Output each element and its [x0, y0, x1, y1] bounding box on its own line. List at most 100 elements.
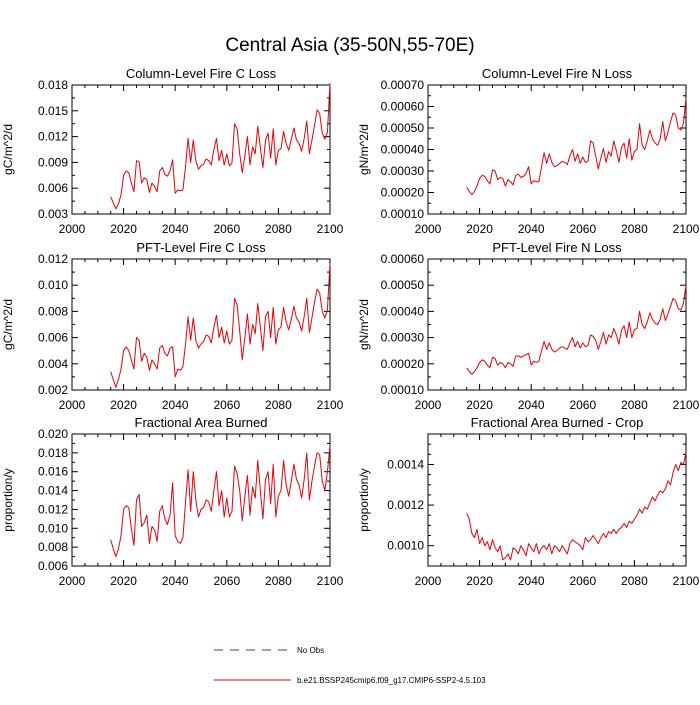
y-tick-label: 0.0010 [387, 539, 424, 553]
x-tick-label: 2060 [213, 574, 240, 588]
y-axis-label: proportion/y [357, 468, 371, 531]
y-tick-label: 0.00050 [381, 121, 425, 135]
x-tick-label: 2040 [518, 398, 545, 412]
x-tick-label: 2000 [415, 222, 442, 236]
y-tick-label: 0.0014 [387, 457, 424, 471]
x-tick-label: 2000 [59, 574, 86, 588]
y-tick-label: 0.010 [38, 278, 68, 292]
x-tick-label: 2060 [213, 222, 240, 236]
y-tick-label: 0.014 [38, 484, 68, 498]
y-axis-label: gN/m^2/d [357, 299, 371, 350]
x-tick-label: 2000 [59, 222, 86, 236]
y-tick-label: 0.016 [38, 465, 68, 479]
panel-title: Column-Level Fire N Loss [482, 66, 633, 81]
y-tick-label: 0.004 [38, 357, 68, 371]
series-line [466, 285, 687, 375]
y-tick-label: 0.012 [38, 130, 68, 144]
x-tick-label: 2060 [569, 222, 596, 236]
x-tick-label: 2080 [621, 398, 648, 412]
legend: No Obs b.e21.BSSP245cmip6.f09_g17.CMIP6-… [214, 646, 486, 685]
x-tick-label: 2100 [673, 574, 700, 588]
y-axis-label: gN/m^2/d [357, 124, 371, 175]
y-tick-label: 0.006 [38, 559, 68, 573]
x-tick-label: 2060 [569, 398, 596, 412]
y-tick-label: 0.002 [38, 383, 68, 397]
y-tick-label: 0.00010 [381, 383, 425, 397]
y-tick-label: 0.00030 [381, 331, 425, 345]
y-tick-label: 0.009 [38, 155, 68, 169]
x-tick-label: 2100 [673, 398, 700, 412]
x-tick-label: 2020 [110, 398, 137, 412]
chart-panel: PFT-Level Fire C Loss gC/m^2/d 2000 2020 204… [1, 240, 344, 412]
x-tick-label: 2040 [518, 222, 545, 236]
x-tick-label: 2080 [265, 398, 292, 412]
x-tick-label: 2040 [162, 574, 189, 588]
y-tick-label: 0.0012 [387, 498, 424, 512]
x-tick-label: 2020 [466, 222, 493, 236]
y-tick-label: 0.012 [38, 502, 68, 516]
panel-title: Column-Level Fire C Loss [126, 66, 277, 81]
x-tick-label: 2080 [265, 222, 292, 236]
y-tick-label: 0.018 [38, 78, 68, 92]
x-tick-label: 2100 [317, 398, 344, 412]
chart-panel: PFT-Level Fire N Loss gN/m^2/d 2000 2020 204… [357, 240, 700, 412]
y-tick-label: 0.003 [38, 207, 68, 221]
y-tick-label: 0.00060 [381, 252, 425, 266]
x-tick-label: 2100 [673, 222, 700, 236]
x-tick-label: 2080 [621, 222, 648, 236]
y-tick-label: 0.020 [38, 427, 68, 441]
panel-title: PFT-Level Fire C Loss [136, 240, 266, 255]
y-tick-label: 0.00040 [381, 304, 425, 318]
y-tick-label: 0.006 [38, 331, 68, 345]
x-tick-label: 2000 [415, 398, 442, 412]
x-tick-label: 2020 [110, 574, 137, 588]
y-tick-label: 0.00020 [381, 186, 425, 200]
x-tick-label: 2020 [466, 398, 493, 412]
figure-title: Central Asia (35-50N,55-70E) [225, 35, 474, 56]
chart-panel: Column-Level Fire N Loss gN/m^2/d 2000 2020… [357, 66, 700, 236]
y-tick-label: 0.010 [38, 521, 68, 535]
x-tick-label: 2060 [569, 574, 596, 588]
y-axis-label: gC/m^2/d [1, 299, 15, 350]
y-tick-label: 0.00010 [381, 207, 425, 221]
chart-panel: Column-Level Fire C Loss gC/m^2/d 2000 2020… [1, 66, 344, 236]
chart-panel: Fractional Area Burned proportion/y 2000 20… [1, 415, 344, 588]
y-tick-label: 0.015 [38, 104, 68, 118]
x-tick-label: 2080 [265, 574, 292, 588]
legend-obs-label: No Obs [297, 646, 324, 655]
y-tick-label: 0.00020 [381, 357, 425, 371]
x-tick-label: 2020 [110, 222, 137, 236]
y-tick-label: 0.00070 [381, 78, 425, 92]
y-tick-label: 0.018 [38, 446, 68, 460]
x-tick-label: 2040 [518, 574, 545, 588]
x-tick-label: 2000 [415, 574, 442, 588]
series-line [110, 262, 331, 388]
y-tick-label: 0.00030 [381, 164, 425, 178]
y-axis-label: gC/m^2/d [1, 124, 15, 175]
y-tick-label: 0.008 [38, 540, 68, 554]
x-tick-label: 2040 [162, 398, 189, 412]
x-tick-label: 2000 [59, 398, 86, 412]
y-tick-label: 0.00060 [381, 100, 425, 114]
y-tick-label: 0.008 [38, 304, 68, 318]
x-tick-label: 2100 [317, 574, 344, 588]
x-tick-label: 2080 [621, 574, 648, 588]
series-line [110, 83, 331, 210]
series-line [466, 97, 687, 196]
y-tick-label: 0.00050 [381, 278, 425, 292]
x-tick-label: 2040 [162, 222, 189, 236]
panel-title: Fractional Area Burned [135, 415, 268, 430]
y-tick-label: 0.00040 [381, 143, 425, 157]
x-tick-label: 2100 [317, 222, 344, 236]
x-tick-label: 2060 [213, 398, 240, 412]
series-line [110, 445, 331, 558]
y-tick-label: 0.012 [38, 252, 68, 266]
legend-model-label: b.e21.BSSP245cmip6.f09_g17.CMIP6-SSP2-4.… [297, 676, 486, 685]
y-axis-label: proportion/y [1, 468, 15, 531]
y-tick-label: 0.006 [38, 181, 68, 195]
series-line [466, 452, 687, 561]
x-tick-label: 2020 [466, 574, 493, 588]
panel-title: PFT-Level Fire N Loss [492, 240, 622, 255]
